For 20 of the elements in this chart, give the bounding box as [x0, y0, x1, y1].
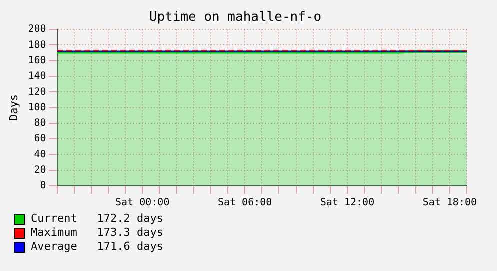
- legend-label: Average 171.6 days: [31, 240, 164, 254]
- y-tick-label: 100: [28, 102, 46, 114]
- y-tick-label: 40: [34, 149, 46, 160]
- legend-label: Maximum 173.3 days: [31, 226, 164, 240]
- x-tick-label: Sat 12:00: [320, 198, 375, 209]
- y-tick-label: 120: [28, 86, 46, 98]
- y-tick-label: 160: [28, 55, 46, 66]
- y-tick-label: 20: [34, 164, 46, 176]
- y-tick-label: 80: [34, 118, 46, 130]
- y-tick-label: 200: [28, 24, 46, 36]
- y-axis-title: Days: [7, 94, 20, 122]
- legend-label: Current 172.2 days: [31, 212, 164, 226]
- x-tick-label: Sat 06:00: [218, 198, 272, 209]
- chart-title: Uptime on mahalle-nf-o: [149, 10, 322, 26]
- y-tick-label: 60: [34, 134, 46, 145]
- x-tick-label: Sat 00:00: [116, 198, 170, 209]
- y-tick-label: 0: [40, 180, 46, 192]
- y-tick-label: 140: [28, 71, 46, 82]
- x-tick-label: Sat 18:00: [422, 198, 478, 209]
- y-tick-label: 180: [28, 40, 46, 51]
